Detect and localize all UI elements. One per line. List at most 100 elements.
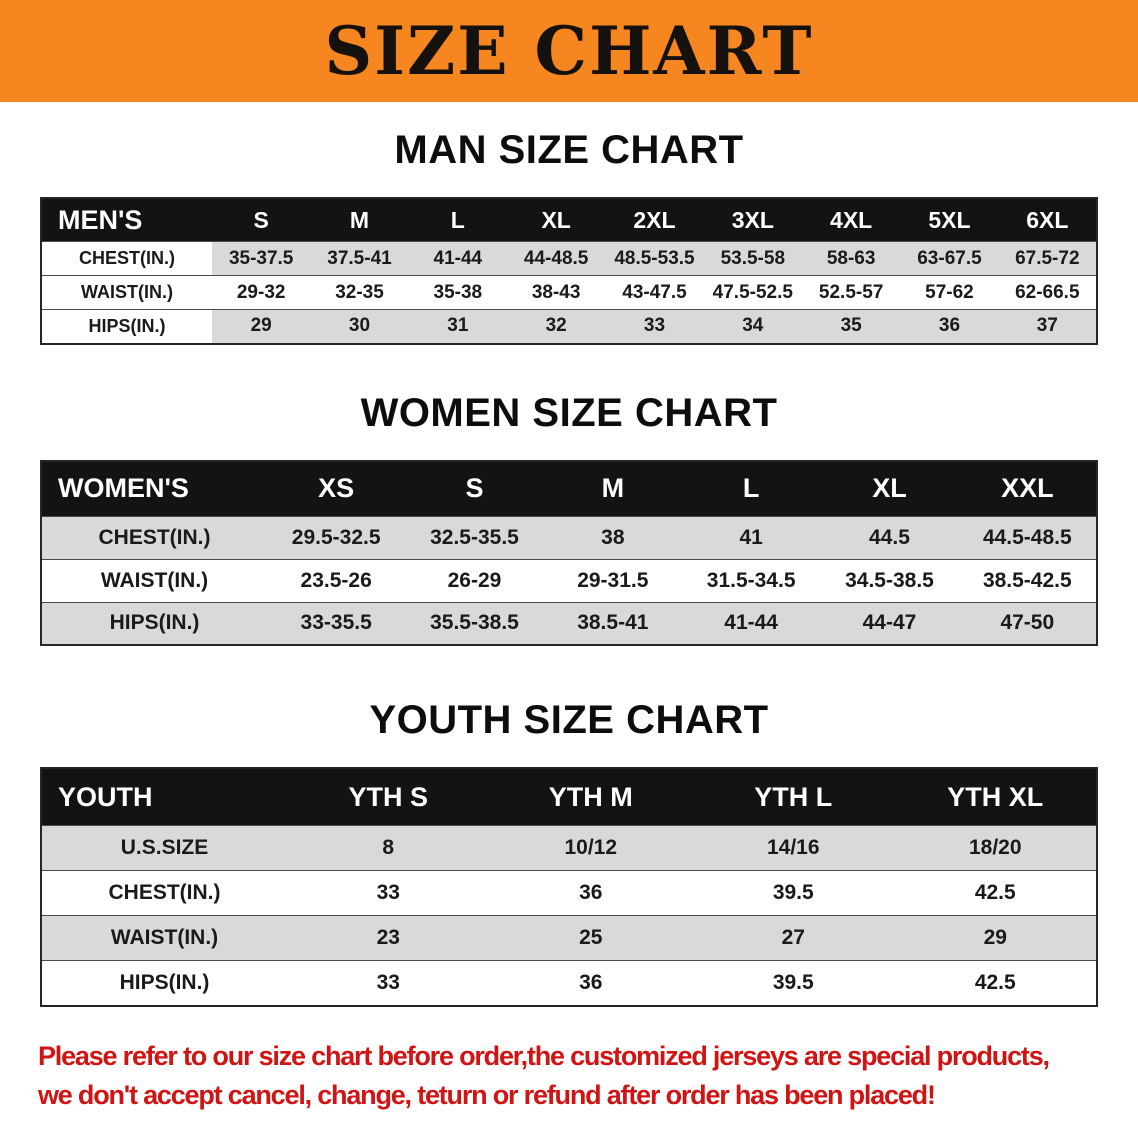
- measurement-row: WAIST(IN.) 29-32 32-35 35-38 38-43 43-47.5 47.…: [41, 275, 1097, 310]
- table-body: U.S.SIZE 8 10/12 14/16 18/20 CHEST(IN.) 33 36 39…: [41, 825, 1097, 1006]
- measurement-row: WAIST(IN.) 23.5-26 26-29 29-31.5 31.5-34.5 34…: [41, 559, 1097, 602]
- size-column-header: XXL: [1001, 473, 1054, 503]
- row-label-cell: WAIST(IN.): [100, 568, 209, 592]
- size-value-cell: 35.5-38.5: [430, 611, 519, 635]
- row-label-cell: HIPS(IN.): [41, 309, 212, 344]
- size-column-header: XL: [872, 473, 907, 503]
- table-head: YOUTH YTH S YTH M YTH L YTH XL: [41, 768, 1097, 826]
- size-value-cell: 53.5-58: [720, 247, 786, 269]
- size-value-cell: 38-43: [531, 281, 581, 303]
- size-value-cell: 44-48.5: [523, 247, 589, 269]
- page-title: SIZE CHART: [324, 12, 814, 90]
- table-header-row: YOUTH YTH S YTH M YTH L YTH XL: [41, 768, 1097, 826]
- size-column-header: 6XL: [1026, 206, 1069, 233]
- size-value-cell: 57-62: [925, 281, 974, 303]
- row-label-cell: U.S.SIZE: [120, 836, 209, 859]
- size-value-cell: 39.5: [772, 881, 814, 904]
- women-size-chart-section: WOMEN SIZE CHART WOMEN'S XS S M L XL XXL CHEST(…: [0, 391, 1138, 646]
- measurement-row: U.S.SIZE 8 10/12 14/16 18/20: [41, 825, 1097, 871]
- youth-size-chart-section: YOUTH SIZE CHART YOUTH YTH S YTH M YTH L YTH…: [0, 698, 1138, 1007]
- size-value-cell: 29-32: [236, 281, 286, 303]
- size-value-cell: 32-35: [335, 281, 384, 303]
- table-header-row: MEN'S S M L XL 2XL 3XL 4XL 5XL 6XL: [41, 198, 1097, 242]
- size-column-header: L: [742, 473, 760, 503]
- size-value-cell: 39.5: [772, 970, 814, 994]
- size-value-cell: 34: [742, 315, 764, 337]
- size-column-header: YTH XL: [947, 781, 1044, 812]
- size-value-cell: 35: [840, 315, 862, 337]
- row-label-cell: WAIST(IN.): [41, 275, 212, 310]
- size-column-header: M: [601, 473, 625, 503]
- size-value-cell: 18/20: [968, 836, 1022, 859]
- disclaimer-line-2: we don't accept cancel, change, teturn o…: [38, 1079, 936, 1110]
- women-size-table: WOMEN'S XS S M L XL XXL CHEST(IN.) 29.5-32.5 32.5…: [40, 459, 1098, 646]
- table-title-cell: YOUTH: [58, 781, 153, 812]
- size-column-header: 3XL: [731, 206, 774, 233]
- size-value-cell: 31: [447, 315, 469, 337]
- size-column-header: S: [253, 206, 269, 233]
- size-value-cell: 38.5-42.5: [982, 568, 1072, 592]
- size-value-cell: 36: [579, 881, 603, 904]
- size-value-cell: 48.5-53.5: [614, 247, 695, 269]
- row-label-cell: CHEST(IN.): [41, 241, 212, 276]
- size-value-cell: 10/12: [564, 836, 618, 859]
- size-value-cell: 14/16: [766, 836, 820, 859]
- man-size-chart-section: MAN SIZE CHART MEN'S S M L XL 2XL 3XL 4XL 5XL 6XL…: [0, 128, 1138, 345]
- size-column-header: 2XL: [633, 206, 676, 233]
- size-value-cell: 43-47.5: [622, 281, 687, 303]
- size-value-cell: 42.5: [974, 881, 1016, 904]
- measurement-row: WAIST(IN.) 23 25 27 29: [41, 915, 1097, 961]
- table-header-row: WOMEN'S XS S M L XL XXL: [41, 460, 1097, 516]
- size-value-cell: 35-37.5: [228, 247, 294, 269]
- size-column-header: M: [349, 206, 370, 233]
- size-value-cell: 23: [376, 926, 400, 949]
- measurement-row: CHEST(IN.) 33 36 39.5 42.5: [41, 870, 1097, 916]
- size-value-cell: 33-35.5: [300, 611, 372, 635]
- size-value-cell: 42.5: [974, 970, 1016, 994]
- row-label-cell: HIPS(IN.): [119, 970, 210, 994]
- size-value-cell: 37.5-41: [327, 247, 392, 269]
- size-column-header: YTH S: [348, 781, 428, 812]
- row-label-cell: CHEST(IN.): [98, 525, 211, 549]
- size-value-cell: 30: [348, 315, 371, 337]
- table-head: MEN'S S M L XL 2XL 3XL 4XL 5XL 6XL: [41, 198, 1097, 242]
- row-label-cell: HIPS(IN.): [109, 611, 200, 635]
- size-column-header: S: [465, 473, 484, 503]
- table-head: WOMEN'S XS S M L XL XXL: [41, 460, 1097, 516]
- disclaimer-line-1: Please refer to our size chart before or…: [38, 1040, 1050, 1071]
- size-value-cell: 33: [376, 881, 400, 904]
- table-title-cell: WOMEN'S: [58, 473, 189, 503]
- size-value-cell: 38: [601, 525, 625, 549]
- measurement-row: HIPS(IN.) 29 30 31 32 33 34 35 36 37: [41, 309, 1097, 344]
- size-value-cell: 26-29: [447, 568, 502, 592]
- measurement-row: CHEST(IN.) 35-37.5 37.5-41 41-44 44-48.5 48.5…: [41, 241, 1097, 276]
- table-title-cell: MEN'S: [58, 204, 143, 235]
- table-body: CHEST(IN.) 29.5-32.5 32.5-35.5 38 41 44.5 44.5…: [41, 516, 1097, 645]
- size-value-cell: 38.5-41: [577, 611, 649, 635]
- size-value-cell: 29: [250, 315, 272, 337]
- size-value-cell: 33: [643, 315, 666, 337]
- size-value-cell: 29.5-32.5: [291, 525, 381, 549]
- size-value-cell: 41-44: [724, 611, 778, 635]
- size-column-header: 5XL: [928, 206, 971, 233]
- youth-size-table: YOUTH YTH S YTH M YTH L YTH XL U.S.SIZE 8 10/12…: [40, 767, 1098, 1007]
- size-value-cell: 58-63: [826, 247, 876, 269]
- measurement-row: HIPS(IN.) 33-35.5 35.5-38.5 38.5-41 41-44 44-…: [41, 602, 1097, 645]
- size-value-cell: 47.5-52.5: [712, 281, 793, 303]
- size-column-header: XS: [318, 473, 355, 503]
- size-value-cell: 44-47: [862, 611, 917, 635]
- size-value-cell: 32.5-35.5: [430, 525, 519, 549]
- size-value-cell: 32: [545, 315, 567, 337]
- measurement-row: HIPS(IN.) 33 36 39.5 42.5: [41, 960, 1097, 1006]
- row-label-cell: WAIST(IN.): [110, 926, 219, 949]
- size-column-header: YTH M: [548, 781, 633, 812]
- size-value-cell: 33: [376, 970, 400, 994]
- size-value-cell: 67.5-72: [1015, 247, 1080, 269]
- banner: SIZE CHART: [0, 0, 1138, 102]
- size-value-cell: 8: [382, 836, 395, 859]
- size-value-cell: 23.5-26: [300, 568, 372, 592]
- size-column-header: YTH L: [754, 781, 833, 812]
- size-value-cell: 47-50: [1000, 611, 1055, 635]
- size-value-cell: 63-67.5: [917, 247, 982, 269]
- size-value-cell: 35-38: [433, 281, 483, 303]
